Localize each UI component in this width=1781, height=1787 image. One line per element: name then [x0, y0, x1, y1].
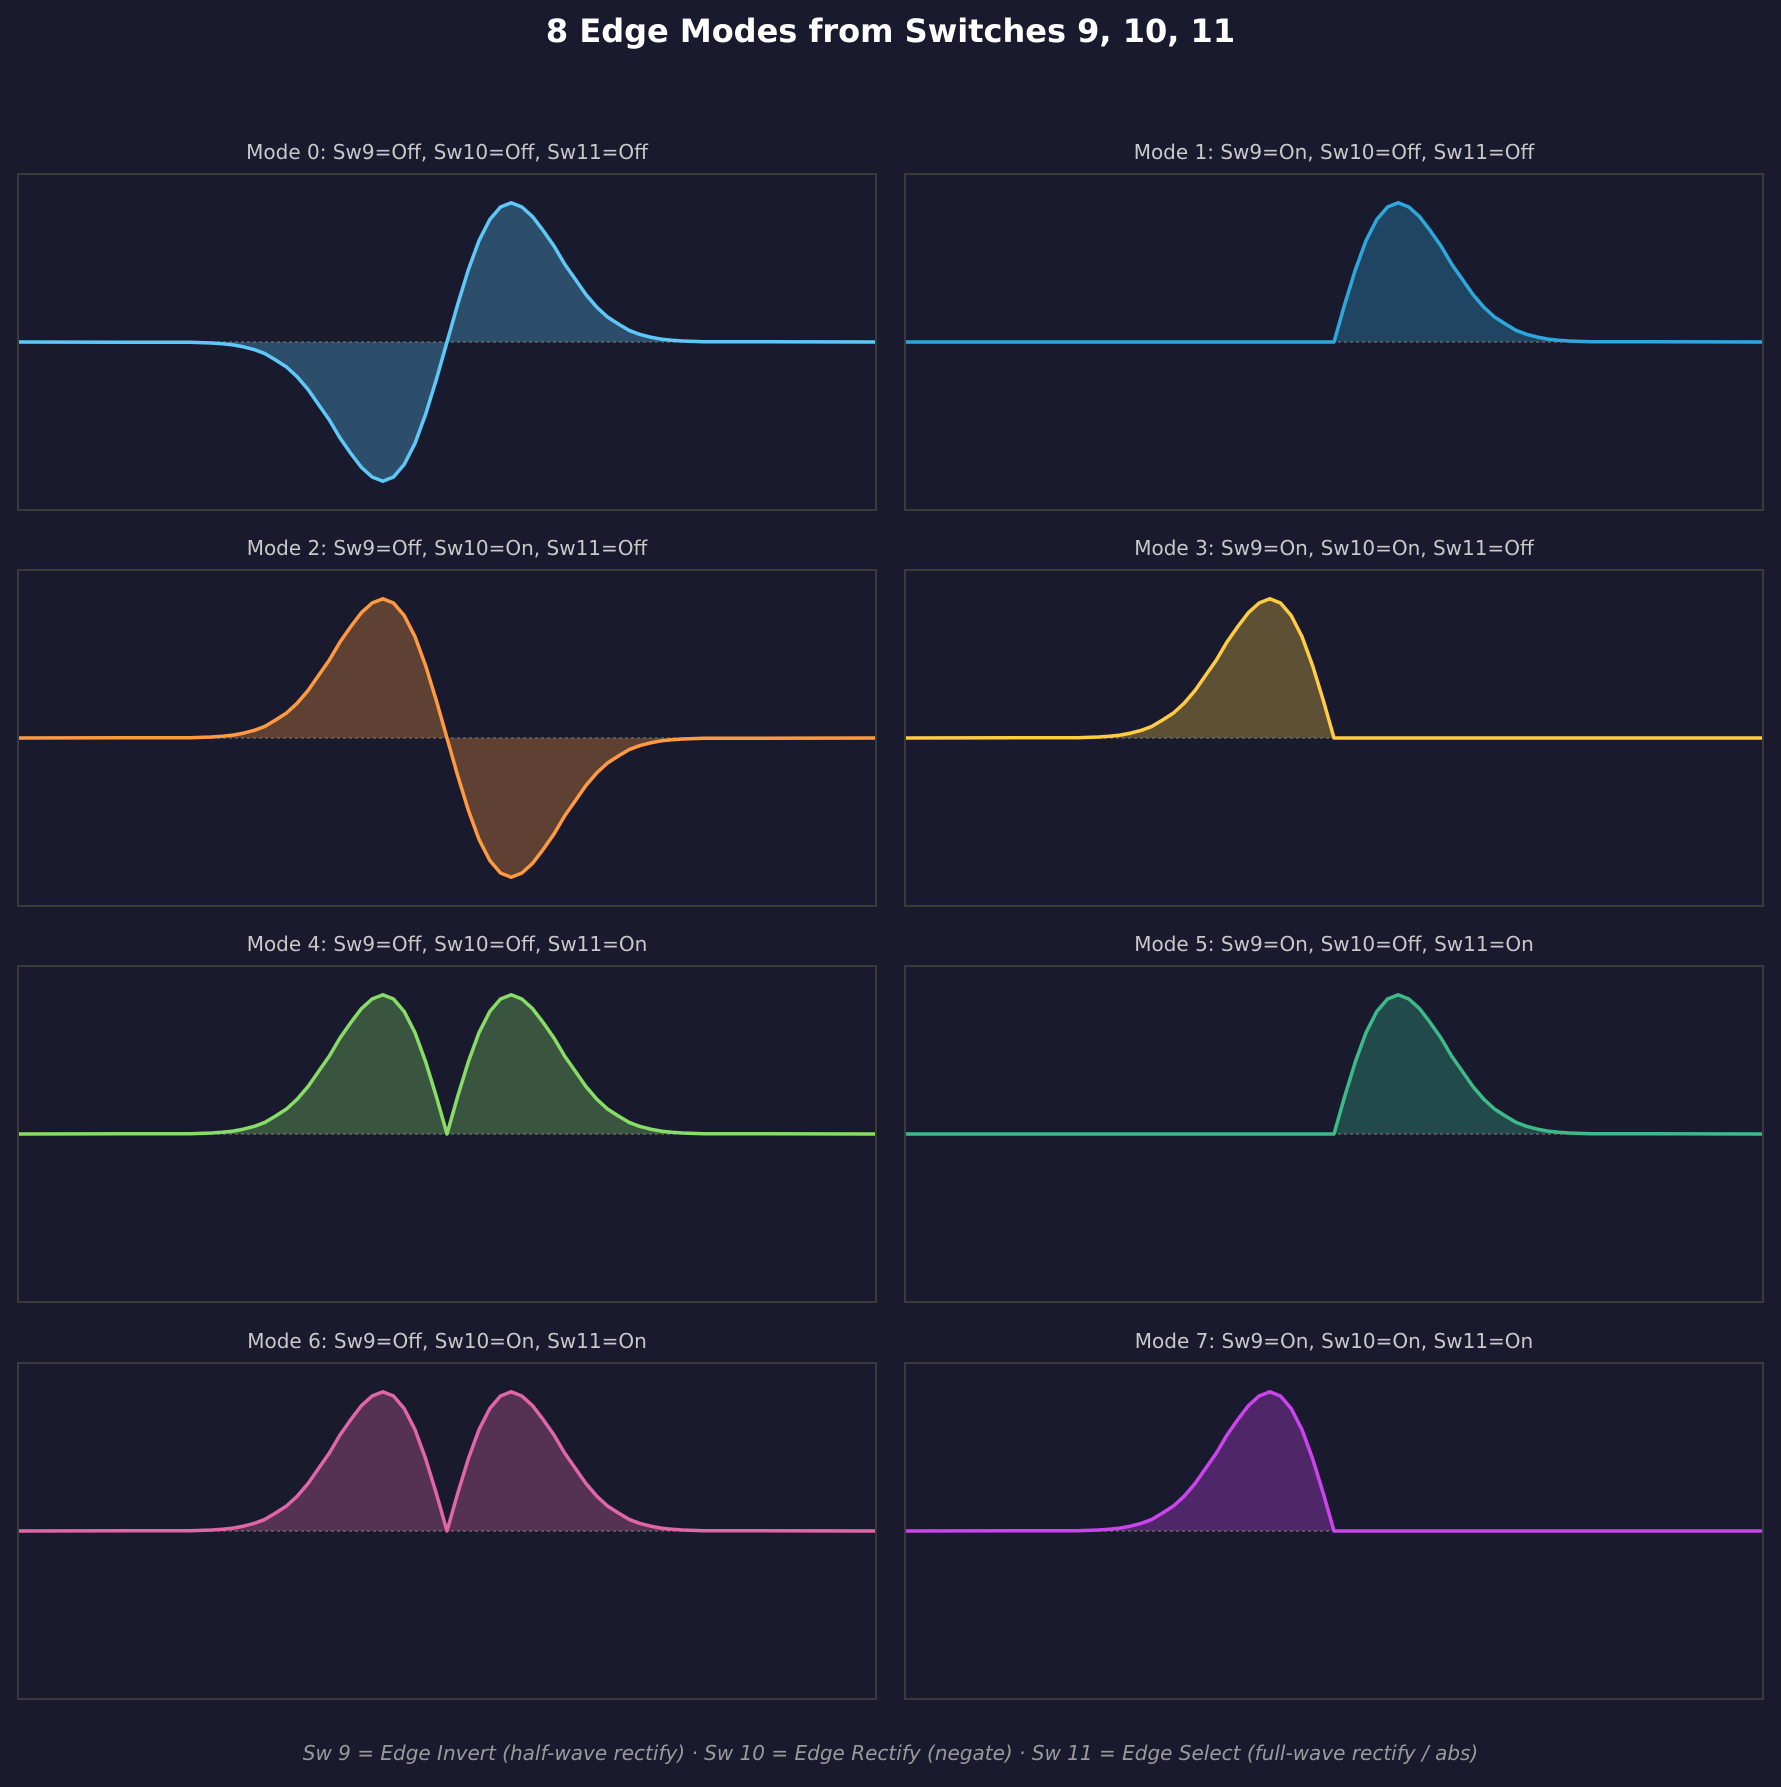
subplot-mode-4 [17, 965, 877, 1303]
subplot-mode-7 [904, 1362, 1764, 1700]
subplot-mode-2 [17, 569, 877, 907]
series-fill-area [906, 1391, 1762, 1531]
series-line [906, 1390, 1762, 1533]
series-fill-area [19, 994, 875, 1134]
subplot-title: Mode 3: Sw9=On, Sw10=On, Sw11=Off [1134, 536, 1534, 560]
series-fill-area [906, 994, 1762, 1134]
subplot-title: Mode 4: Sw9=Off, Sw10=Off, Sw11=On [246, 932, 648, 956]
plot-area [906, 993, 1762, 1136]
figure-title: 8 Edge Modes from Switches 9, 10, 11 [545, 12, 1236, 50]
series-line [906, 201, 1762, 344]
subplot-mode-0 [17, 173, 877, 511]
plot-area [906, 1390, 1762, 1533]
subplot-title: Mode 1: Sw9=On, Sw10=Off, Sw11=Off [1133, 140, 1535, 164]
series-line [906, 597, 1762, 740]
series-fill-area [19, 1391, 875, 1531]
series-line [19, 597, 875, 879]
subplot-mode-5 [904, 965, 1764, 1303]
series-line [19, 201, 875, 483]
series-line [19, 993, 875, 1136]
plot-area [19, 993, 875, 1136]
subplot-title: Mode 0: Sw9=Off, Sw10=Off, Sw11=Off [246, 140, 648, 164]
plot-area [19, 1390, 875, 1533]
plot-area [19, 201, 875, 483]
subplot-mode-1 [904, 173, 1764, 511]
plot-area [19, 597, 875, 879]
subplot-mode-3 [904, 569, 1764, 907]
footer-legend-note: Sw 9 = Edge Invert (half-wave rectify) ·… [302, 1741, 1479, 1765]
subplot-title: Mode 6: Sw9=Off, Sw10=On, Sw11=On [247, 1329, 647, 1353]
subplot-mode-6 [17, 1362, 877, 1700]
plot-area [906, 597, 1762, 740]
series-line [906, 993, 1762, 1136]
subplot-title: Mode 7: Sw9=On, Sw10=On, Sw11=On [1134, 1329, 1534, 1353]
series-fill-area [906, 598, 1762, 738]
series-line [19, 1390, 875, 1533]
subplot-title: Mode 5: Sw9=On, Sw10=Off, Sw11=On [1134, 932, 1534, 956]
subplot-title: Mode 2: Sw9=Off, Sw10=On, Sw11=Off [246, 536, 648, 560]
plot-area [906, 201, 1762, 344]
series-fill-area [906, 202, 1762, 342]
